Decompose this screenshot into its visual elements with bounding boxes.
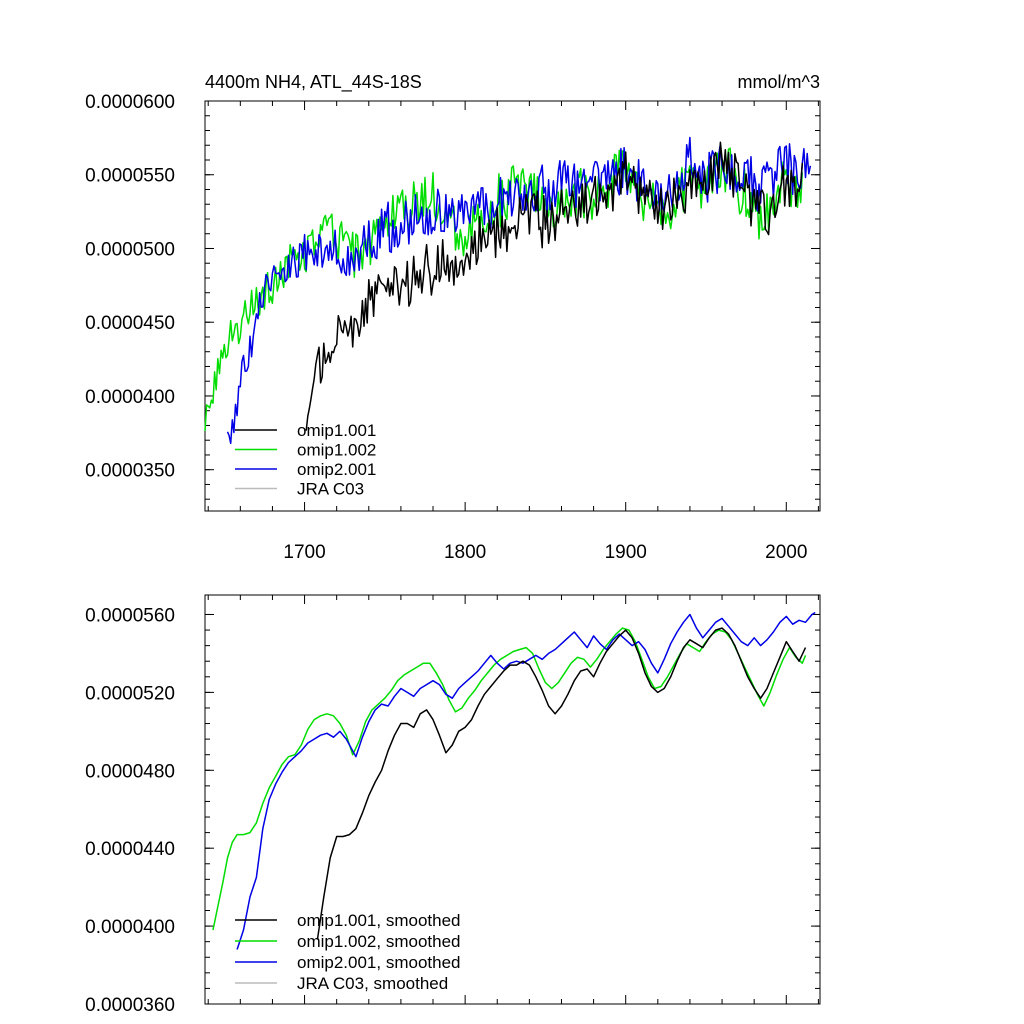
y-tick-label: 0.0000450 (85, 313, 175, 334)
units-label: mmol/m^3 (738, 72, 820, 92)
legend-label: omip2.001, smoothed (297, 953, 461, 972)
y-tick-label: 0.0000550 (85, 166, 175, 187)
legend-label: omip1.002, smoothed (297, 932, 461, 951)
top-panel: 4400m NH4, ATL_44S-18S mmol/m^3 0.000035… (85, 72, 821, 563)
legend-label: omip1.002 (297, 441, 376, 460)
series-line-2 (236, 611, 816, 950)
y-tick-label: 0.0000600 (85, 92, 175, 113)
legend-label: omip1.001 (297, 421, 376, 440)
x-tick-label: 2000 (765, 542, 807, 563)
y-tick-label: 0.0000500 (85, 239, 175, 260)
legend-label: omip1.001, smoothed (297, 911, 461, 930)
legend-label: omip2.001 (297, 460, 376, 479)
y-tick-label: 0.0000440 (85, 839, 175, 860)
legend-label: JRA C03 (297, 480, 364, 499)
legend: omip1.001, smoothed omip1.002, smoothed om… (235, 911, 461, 993)
plot-frame (204, 594, 821, 1005)
y-tick-label: 0.0000560 (85, 605, 175, 626)
x-tick-label: 1900 (605, 542, 647, 563)
plot-frame (204, 100, 821, 512)
series-line-2 (226, 136, 812, 445)
series-line-1 (212, 627, 807, 931)
y-tick-label: 0.0000480 (85, 761, 175, 782)
y-tick-label: 0.0000360 (85, 995, 175, 1016)
x-tick-label: 1800 (444, 542, 486, 563)
y-tick-label: 0.0000350 (85, 461, 175, 482)
panel-title: 4400m NH4, ATL_44S-18S (205, 72, 422, 93)
bottom-panel: 0.0000360 0.0000400 0.0000440 0.0000480 0.00… (85, 594, 821, 1016)
legend-label: JRA C03, smoothed (297, 974, 448, 993)
series-line-0 (305, 141, 804, 431)
series-line-0 (316, 627, 807, 940)
y-tick-label: 0.0000520 (85, 683, 175, 704)
y-tick-label: 0.0000400 (85, 917, 175, 938)
y-tick-label: 0.0000400 (85, 387, 175, 408)
x-tick-label: 1700 (283, 542, 325, 563)
